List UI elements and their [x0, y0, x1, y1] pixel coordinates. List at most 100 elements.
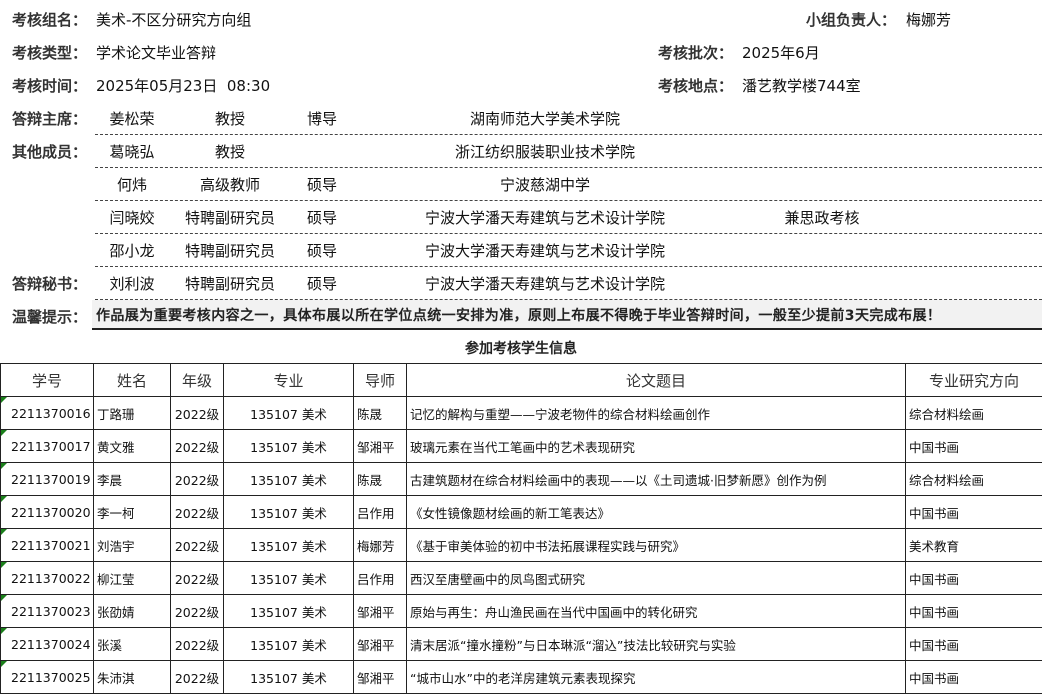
type-value: 学术论文毕业答辩: [96, 44, 217, 62]
research-direction: 中国书画: [909, 670, 960, 686]
students-table: 学号 姓名 年级 专业 导师 论文题目 专业研究方向 2211370016 丁路珊 2022级 1…: [0, 363, 1042, 694]
thesis-title-cell[interactable]: 《女性镜像题材绘画的新工笔表达》: [406, 495, 906, 529]
research-direction-cell[interactable]: 中国书画: [905, 594, 1042, 628]
student-name-cell[interactable]: 李晨: [93, 462, 171, 496]
major-cell[interactable]: 135107 美术: [223, 495, 354, 529]
student-id: 2211370019: [11, 471, 91, 487]
student-id-cell[interactable]: 2211370017: [0, 429, 94, 463]
student-id-cell[interactable]: 2211370019: [0, 462, 94, 496]
major-cell[interactable]: 135107 美术: [223, 396, 354, 430]
major-cell[interactable]: 135107 美术: [223, 462, 354, 496]
research-direction-cell[interactable]: 中国书画: [905, 561, 1042, 595]
thesis-title: 玻璃元素在当代工笔画中的艺术表现研究: [410, 439, 636, 455]
advisor: 邹湘平: [357, 439, 395, 455]
grade-cell[interactable]: 2022级: [170, 396, 224, 430]
student-name: 李一柯: [97, 505, 135, 521]
student-name-cell[interactable]: 柳江莹: [93, 561, 171, 595]
committee-degree: 硕导: [306, 209, 338, 227]
committee-row: 姜松荣 教授 博导 湖南师范大学美术学院: [95, 101, 1042, 135]
table-row: 2211370024 张溪 2022级 135107 美术 邹湘平 清末居派“撞水撞粉”与…: [0, 627, 1042, 661]
secretary-label: 答辩秘书：: [12, 275, 88, 293]
research-direction: 中国书画: [909, 571, 960, 587]
student-name-cell[interactable]: 朱沛淇: [93, 660, 171, 694]
thesis-title-cell[interactable]: 原始与再生：舟山渔民画在当代中国画中的转化研究: [406, 594, 906, 628]
major-cell[interactable]: 135107 美术: [223, 429, 354, 463]
major-cell[interactable]: 135107 美术: [223, 594, 354, 628]
committee-row: 刘利波 特聘副研究员 硕导 宁波大学潘天寿建筑与艺术设计学院: [95, 266, 1042, 300]
research-direction-cell[interactable]: 中国书画: [905, 660, 1042, 694]
thesis-title-cell[interactable]: 清末居派“撞水撞粉”与日本琳派“溜込”技法比较研究与实验: [406, 627, 906, 661]
advisor-cell[interactable]: 邹湘平: [353, 627, 407, 661]
student-id-cell[interactable]: 2211370021: [0, 528, 94, 562]
research-direction: 中国书画: [909, 505, 960, 521]
major-cell[interactable]: 135107 美术: [223, 561, 354, 595]
student-name-cell[interactable]: 张溪: [93, 627, 171, 661]
advisor-cell[interactable]: 吕作用: [353, 495, 407, 529]
major-cell[interactable]: 135107 美术: [223, 627, 354, 661]
advisor-cell[interactable]: 邹湘平: [353, 660, 407, 694]
research-direction-cell[interactable]: 综合材料绘画: [905, 462, 1042, 496]
student-name-cell[interactable]: 张劭婧: [93, 594, 171, 628]
student-id-cell[interactable]: 2211370024: [0, 627, 94, 661]
grade-cell[interactable]: 2022级: [170, 660, 224, 694]
thesis-title-cell[interactable]: 西汉至唐壁画中的凤鸟图式研究: [406, 561, 906, 595]
student-id-cell[interactable]: 2211370023: [0, 594, 94, 628]
advisor-cell[interactable]: 陈晟: [353, 462, 407, 496]
advisor: 邹湘平: [357, 637, 395, 653]
thesis-title-cell[interactable]: 《基于审美体验的初中书法拓展课程实践与研究》: [406, 528, 906, 562]
grade-cell[interactable]: 2022级: [170, 594, 224, 628]
student-id: 2211370020: [11, 504, 91, 520]
committee-name: 何炜: [116, 176, 148, 194]
committee-title: 教授: [214, 110, 246, 128]
committee-degree: 硕导: [306, 275, 338, 293]
student-id-cell[interactable]: 2211370020: [0, 495, 94, 529]
grade-cell[interactable]: 2022级: [170, 561, 224, 595]
research-direction: 中国书画: [909, 604, 960, 620]
grade-cell[interactable]: 2022级: [170, 495, 224, 529]
student-name: 黄文雅: [97, 439, 135, 455]
advisor-cell[interactable]: 邹湘平: [353, 429, 407, 463]
major-cell[interactable]: 135107 美术: [223, 528, 354, 562]
advisor: 梅娜芳: [357, 538, 395, 554]
major: 135107 美术: [250, 505, 327, 521]
advisor-cell[interactable]: 吕作用: [353, 561, 407, 595]
research-direction-cell[interactable]: 中国书画: [905, 429, 1042, 463]
thesis-title-cell[interactable]: “城市山水”中的老洋房建筑元素表现探究: [406, 660, 906, 694]
thesis-title-cell[interactable]: 古建筑题材在综合材料绘画中的表现——以《土司遗城·旧梦新愿》创作为例: [406, 462, 906, 496]
advisor-cell[interactable]: 陈晟: [353, 396, 407, 430]
grade-cell[interactable]: 2022级: [170, 429, 224, 463]
thesis-title-cell[interactable]: 玻璃元素在当代工笔画中的艺术表现研究: [406, 429, 906, 463]
leader-label: 小组负责人：: [806, 11, 897, 29]
student-id-cell[interactable]: 2211370022: [0, 561, 94, 595]
student-name-cell[interactable]: 丁路珊: [93, 396, 171, 430]
grade: 2022级: [174, 571, 220, 587]
advisor: 陈晟: [357, 406, 383, 422]
student-name-cell[interactable]: 刘浩宇: [93, 528, 171, 562]
type-label: 考核类型：: [12, 44, 88, 62]
student-name: 张溪: [97, 637, 123, 653]
student-name-cell[interactable]: 黄文雅: [93, 429, 171, 463]
committee-degree: 硕导: [306, 242, 338, 260]
research-direction-cell[interactable]: 综合材料绘画: [905, 396, 1042, 430]
column-header: 论文题目: [406, 363, 906, 397]
advisor-cell[interactable]: 梅娜芳: [353, 528, 407, 562]
advisor-cell[interactable]: 邹湘平: [353, 594, 407, 628]
research-direction-cell[interactable]: 中国书画: [905, 495, 1042, 529]
leader-value: 梅娜芳: [906, 11, 952, 29]
student-id-cell[interactable]: 2211370025: [0, 660, 94, 694]
student-name-cell[interactable]: 李一柯: [93, 495, 171, 529]
table-row: 2211370023 张劭婧 2022级 135107 美术 邹湘平 原始与再生：舟山渔民…: [0, 594, 1042, 628]
major: 135107 美术: [250, 571, 327, 587]
grade-cell[interactable]: 2022级: [170, 462, 224, 496]
student-id-cell[interactable]: 2211370016: [0, 396, 94, 430]
thesis-title-cell[interactable]: 记忆的解构与重塑——宁波老物件的综合材料绘画创作: [406, 396, 906, 430]
grade-cell[interactable]: 2022级: [170, 627, 224, 661]
committee-title: 教授: [214, 143, 246, 161]
chair-label: 答辩主席：: [12, 110, 88, 128]
research-direction-cell[interactable]: 美术教育: [905, 528, 1042, 562]
major-cell[interactable]: 135107 美术: [223, 660, 354, 694]
grade: 2022级: [174, 538, 220, 554]
research-direction-cell[interactable]: 中国书画: [905, 627, 1042, 661]
student-id: 2211370016: [11, 405, 91, 421]
grade-cell[interactable]: 2022级: [170, 528, 224, 562]
